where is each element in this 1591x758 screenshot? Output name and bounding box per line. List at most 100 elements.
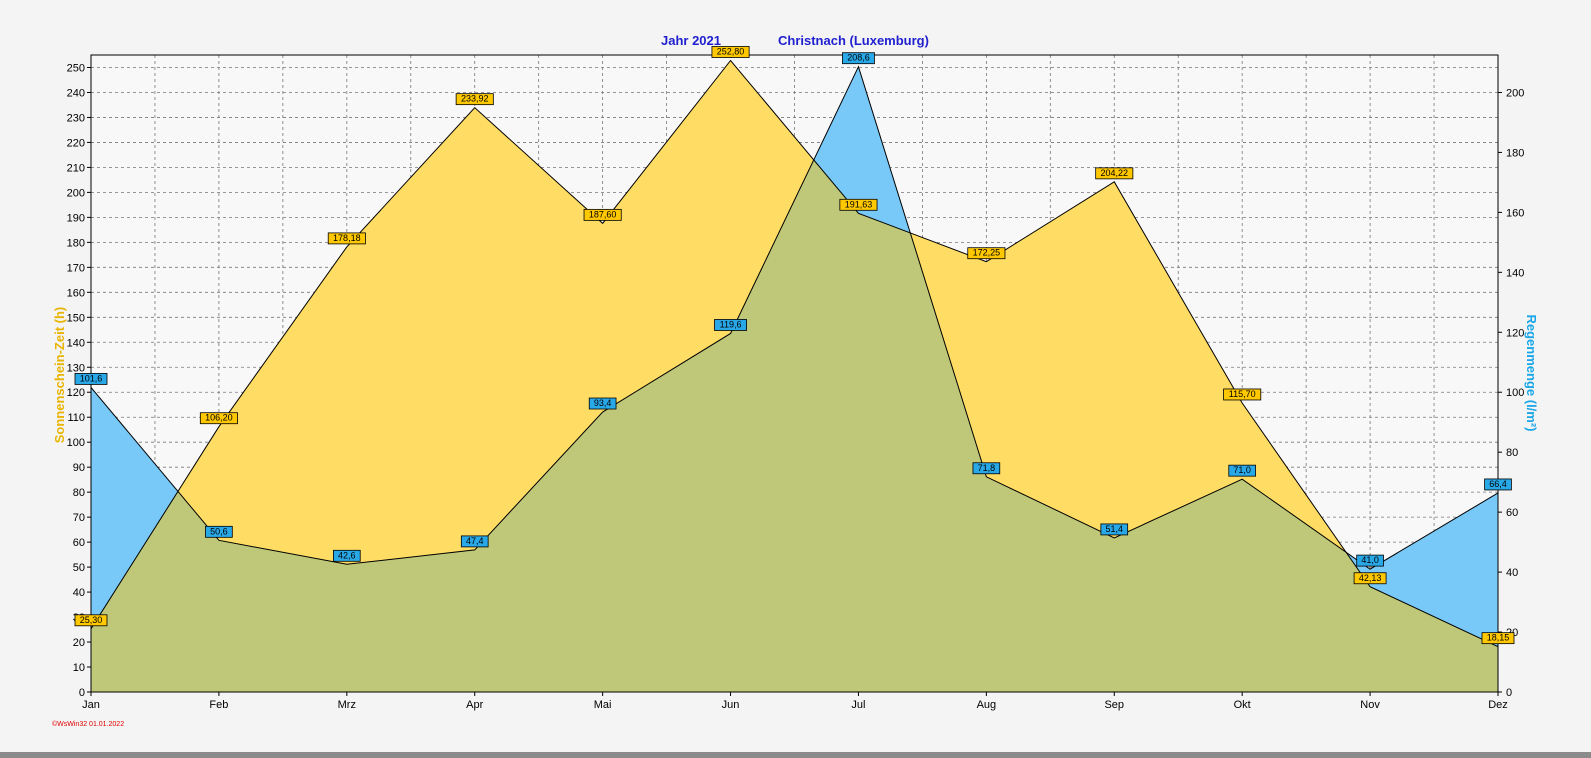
left-tick-label: 210 xyxy=(67,162,85,174)
rain-data-label: 101,6 xyxy=(80,373,103,383)
series-areas xyxy=(90,59,1499,692)
right-tick-label: 0 xyxy=(1506,687,1512,699)
left-tick-label: 250 xyxy=(67,62,85,74)
sunshine-data-label: 42,13 xyxy=(1359,573,1382,583)
rain-data-label-box xyxy=(588,397,617,410)
right-axis-ticks: 020406080100120140160180200 xyxy=(1498,87,1524,699)
sunshine-data-label: 187,60 xyxy=(589,209,617,219)
sunshine-data-label: 18,15 xyxy=(1487,633,1510,643)
x-tick-label: Jul xyxy=(851,699,865,711)
rain-data-label: 47,4 xyxy=(466,536,484,546)
sunshine-data-label: 191,63 xyxy=(845,199,873,209)
rain-data-label-box xyxy=(972,462,1001,475)
sunshine-data-label-box xyxy=(583,208,622,221)
right-tick-label: 60 xyxy=(1506,507,1518,519)
bottom-bar xyxy=(0,752,1591,758)
sunshine-data-label-box xyxy=(455,93,494,106)
sunshine-data-label-box xyxy=(199,412,238,425)
right-tick-label: 40 xyxy=(1506,567,1518,579)
left-tick-label: 240 xyxy=(67,87,85,99)
left-tick-label: 40 xyxy=(73,587,85,599)
sunshine-data-label: 106,20 xyxy=(205,413,233,423)
rain-data-label: 42,6 xyxy=(338,550,356,560)
sunshine-data-label: 178,18 xyxy=(333,233,361,243)
left-axis-ticks: 0102030405060708090100110120130140150160… xyxy=(67,62,91,699)
left-tick-label: 220 xyxy=(67,137,85,149)
sunshine-data-label-box xyxy=(711,46,750,58)
left-tick-label: 20 xyxy=(73,637,85,649)
x-tick-label: Okt xyxy=(1234,699,1251,711)
x-tick-label: Dez xyxy=(1488,699,1508,711)
sunshine-data-label-box xyxy=(1223,388,1262,401)
sunshine-data-label-box xyxy=(967,247,1006,260)
rain-data-label-box xyxy=(1356,554,1384,567)
left-tick-label: 90 xyxy=(73,462,85,474)
rain-line xyxy=(90,65,1499,570)
x-tick-label: Feb xyxy=(209,699,228,711)
sunshine-data-label: 25,30 xyxy=(80,615,103,625)
left-tick-label: 140 xyxy=(67,337,85,349)
rain-data-label-box xyxy=(714,319,747,331)
x-tick-label: Sep xyxy=(1104,699,1124,711)
right-tick-label: 80 xyxy=(1506,447,1518,459)
chart-title-location: Christnach (Luxemburg) xyxy=(778,33,929,48)
data-labels: 25,30 106,20 178,18 233,92 187,60 252,80 191,6… xyxy=(74,46,1515,645)
rain-data-label: 71,0 xyxy=(1233,465,1251,475)
x-tick-label: Jun xyxy=(722,699,740,711)
rain-data-label: 208,6 xyxy=(847,53,870,63)
right-tick-label: 140 xyxy=(1506,267,1524,279)
left-tick-label: 110 xyxy=(67,412,85,424)
left-tick-label: 50 xyxy=(73,562,85,574)
right-axis-label: Regenmenge (l/m²) xyxy=(1524,314,1539,431)
rain-data-label-box xyxy=(333,549,361,562)
sunshine-data-label: 115,70 xyxy=(1229,389,1256,399)
left-tick-label: 10 xyxy=(73,662,85,674)
sunshine-data-label: 233,92 xyxy=(461,94,489,104)
left-tick-label: 190 xyxy=(67,212,85,224)
x-axis-ticks: Jan Feb Mrz Apr Mai Jun Jul Aug Sep Okt Nov Dez xyxy=(82,692,1508,711)
x-tick-label: Mrz xyxy=(338,699,356,711)
left-tick-label: 200 xyxy=(67,187,85,199)
rain-data-label-box xyxy=(842,52,875,65)
rain-data-label-box xyxy=(1100,523,1129,536)
sunshine-data-label-box xyxy=(839,198,878,211)
x-tick-label: Apr xyxy=(466,699,483,711)
left-tick-label: 70 xyxy=(73,512,85,524)
x-tick-label: Aug xyxy=(977,699,997,711)
right-tick-label: 200 xyxy=(1506,87,1524,99)
sunshine-data-label-box xyxy=(327,232,366,245)
sunshine-data-label-box xyxy=(1481,632,1515,645)
sunshine-data-label-box xyxy=(1353,572,1387,585)
left-tick-label: 0 xyxy=(79,687,85,699)
rain-data-label-box xyxy=(1228,464,1256,477)
x-tick-label: Jan xyxy=(82,699,100,711)
overlap-area xyxy=(91,159,1498,692)
left-tick-label: 150 xyxy=(67,312,85,324)
right-tick-label: 120 xyxy=(1506,327,1524,339)
rain-data-label: 50,6 xyxy=(210,526,228,536)
sunshine-data-label-box xyxy=(74,614,108,627)
sunshine-data-label: 252,80 xyxy=(717,46,745,56)
x-tick-label: Nov xyxy=(1360,699,1380,711)
x-tick-label: Mai xyxy=(594,699,612,711)
left-tick-label: 80 xyxy=(73,487,85,499)
left-tick-label: 120 xyxy=(67,387,85,399)
chart-title-year: Jahr 2021 xyxy=(661,33,721,48)
left-axis-label: Sonnenschein-Zeit (h) xyxy=(52,307,67,444)
rain-data-label-box xyxy=(1484,478,1512,491)
rain-data-label: 66,4 xyxy=(1489,479,1507,489)
left-tick-label: 160 xyxy=(67,287,85,299)
rain-data-label-box xyxy=(74,373,108,385)
rain-data-label: 71,8 xyxy=(978,463,996,473)
sunshine-data-label-box xyxy=(1095,167,1134,180)
sunshine-data-label: 172,25 xyxy=(973,248,1001,258)
right-tick-label: 100 xyxy=(1506,387,1524,399)
rain-data-label: 93,4 xyxy=(594,398,612,408)
sunshine-data-label: 204,22 xyxy=(1101,168,1129,178)
left-tick-label: 180 xyxy=(67,237,85,249)
left-tick-label: 130 xyxy=(67,362,85,374)
rain-data-label-box xyxy=(205,525,233,538)
left-tick-label: 60 xyxy=(73,537,85,549)
